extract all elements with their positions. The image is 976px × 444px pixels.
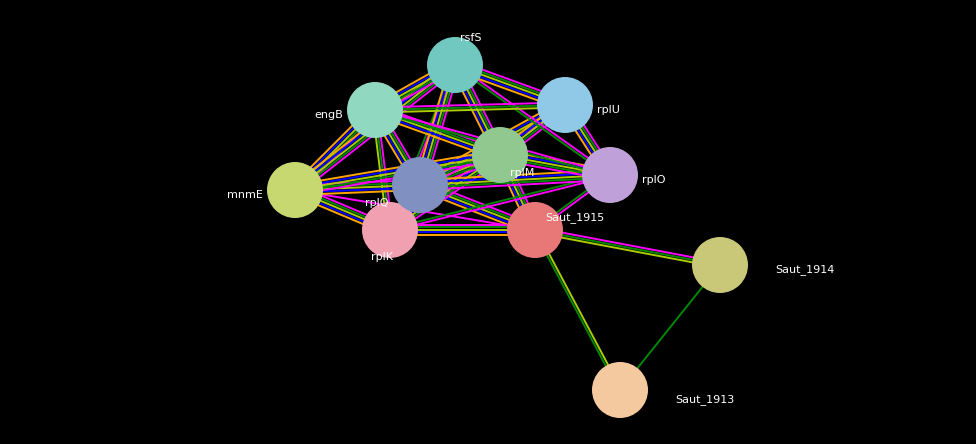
Circle shape (347, 82, 403, 138)
Text: rplM: rplM (510, 168, 535, 178)
Text: rplK: rplK (371, 252, 393, 262)
Text: rplQ: rplQ (364, 198, 388, 208)
Circle shape (427, 37, 483, 93)
Circle shape (537, 77, 593, 133)
Circle shape (392, 157, 448, 213)
Circle shape (267, 162, 323, 218)
Circle shape (362, 202, 418, 258)
Text: Saut_1915: Saut_1915 (545, 212, 604, 223)
Text: rplU: rplU (597, 105, 620, 115)
Text: Saut_1913: Saut_1913 (675, 395, 734, 405)
Text: mnmE: mnmE (227, 190, 263, 200)
Text: rsfS: rsfS (460, 33, 481, 43)
Text: Saut_1914: Saut_1914 (775, 265, 834, 275)
Circle shape (472, 127, 528, 183)
Circle shape (582, 147, 638, 203)
Circle shape (692, 237, 748, 293)
Text: rplO: rplO (642, 175, 666, 185)
Text: engB: engB (314, 110, 343, 120)
Circle shape (507, 202, 563, 258)
Circle shape (592, 362, 648, 418)
